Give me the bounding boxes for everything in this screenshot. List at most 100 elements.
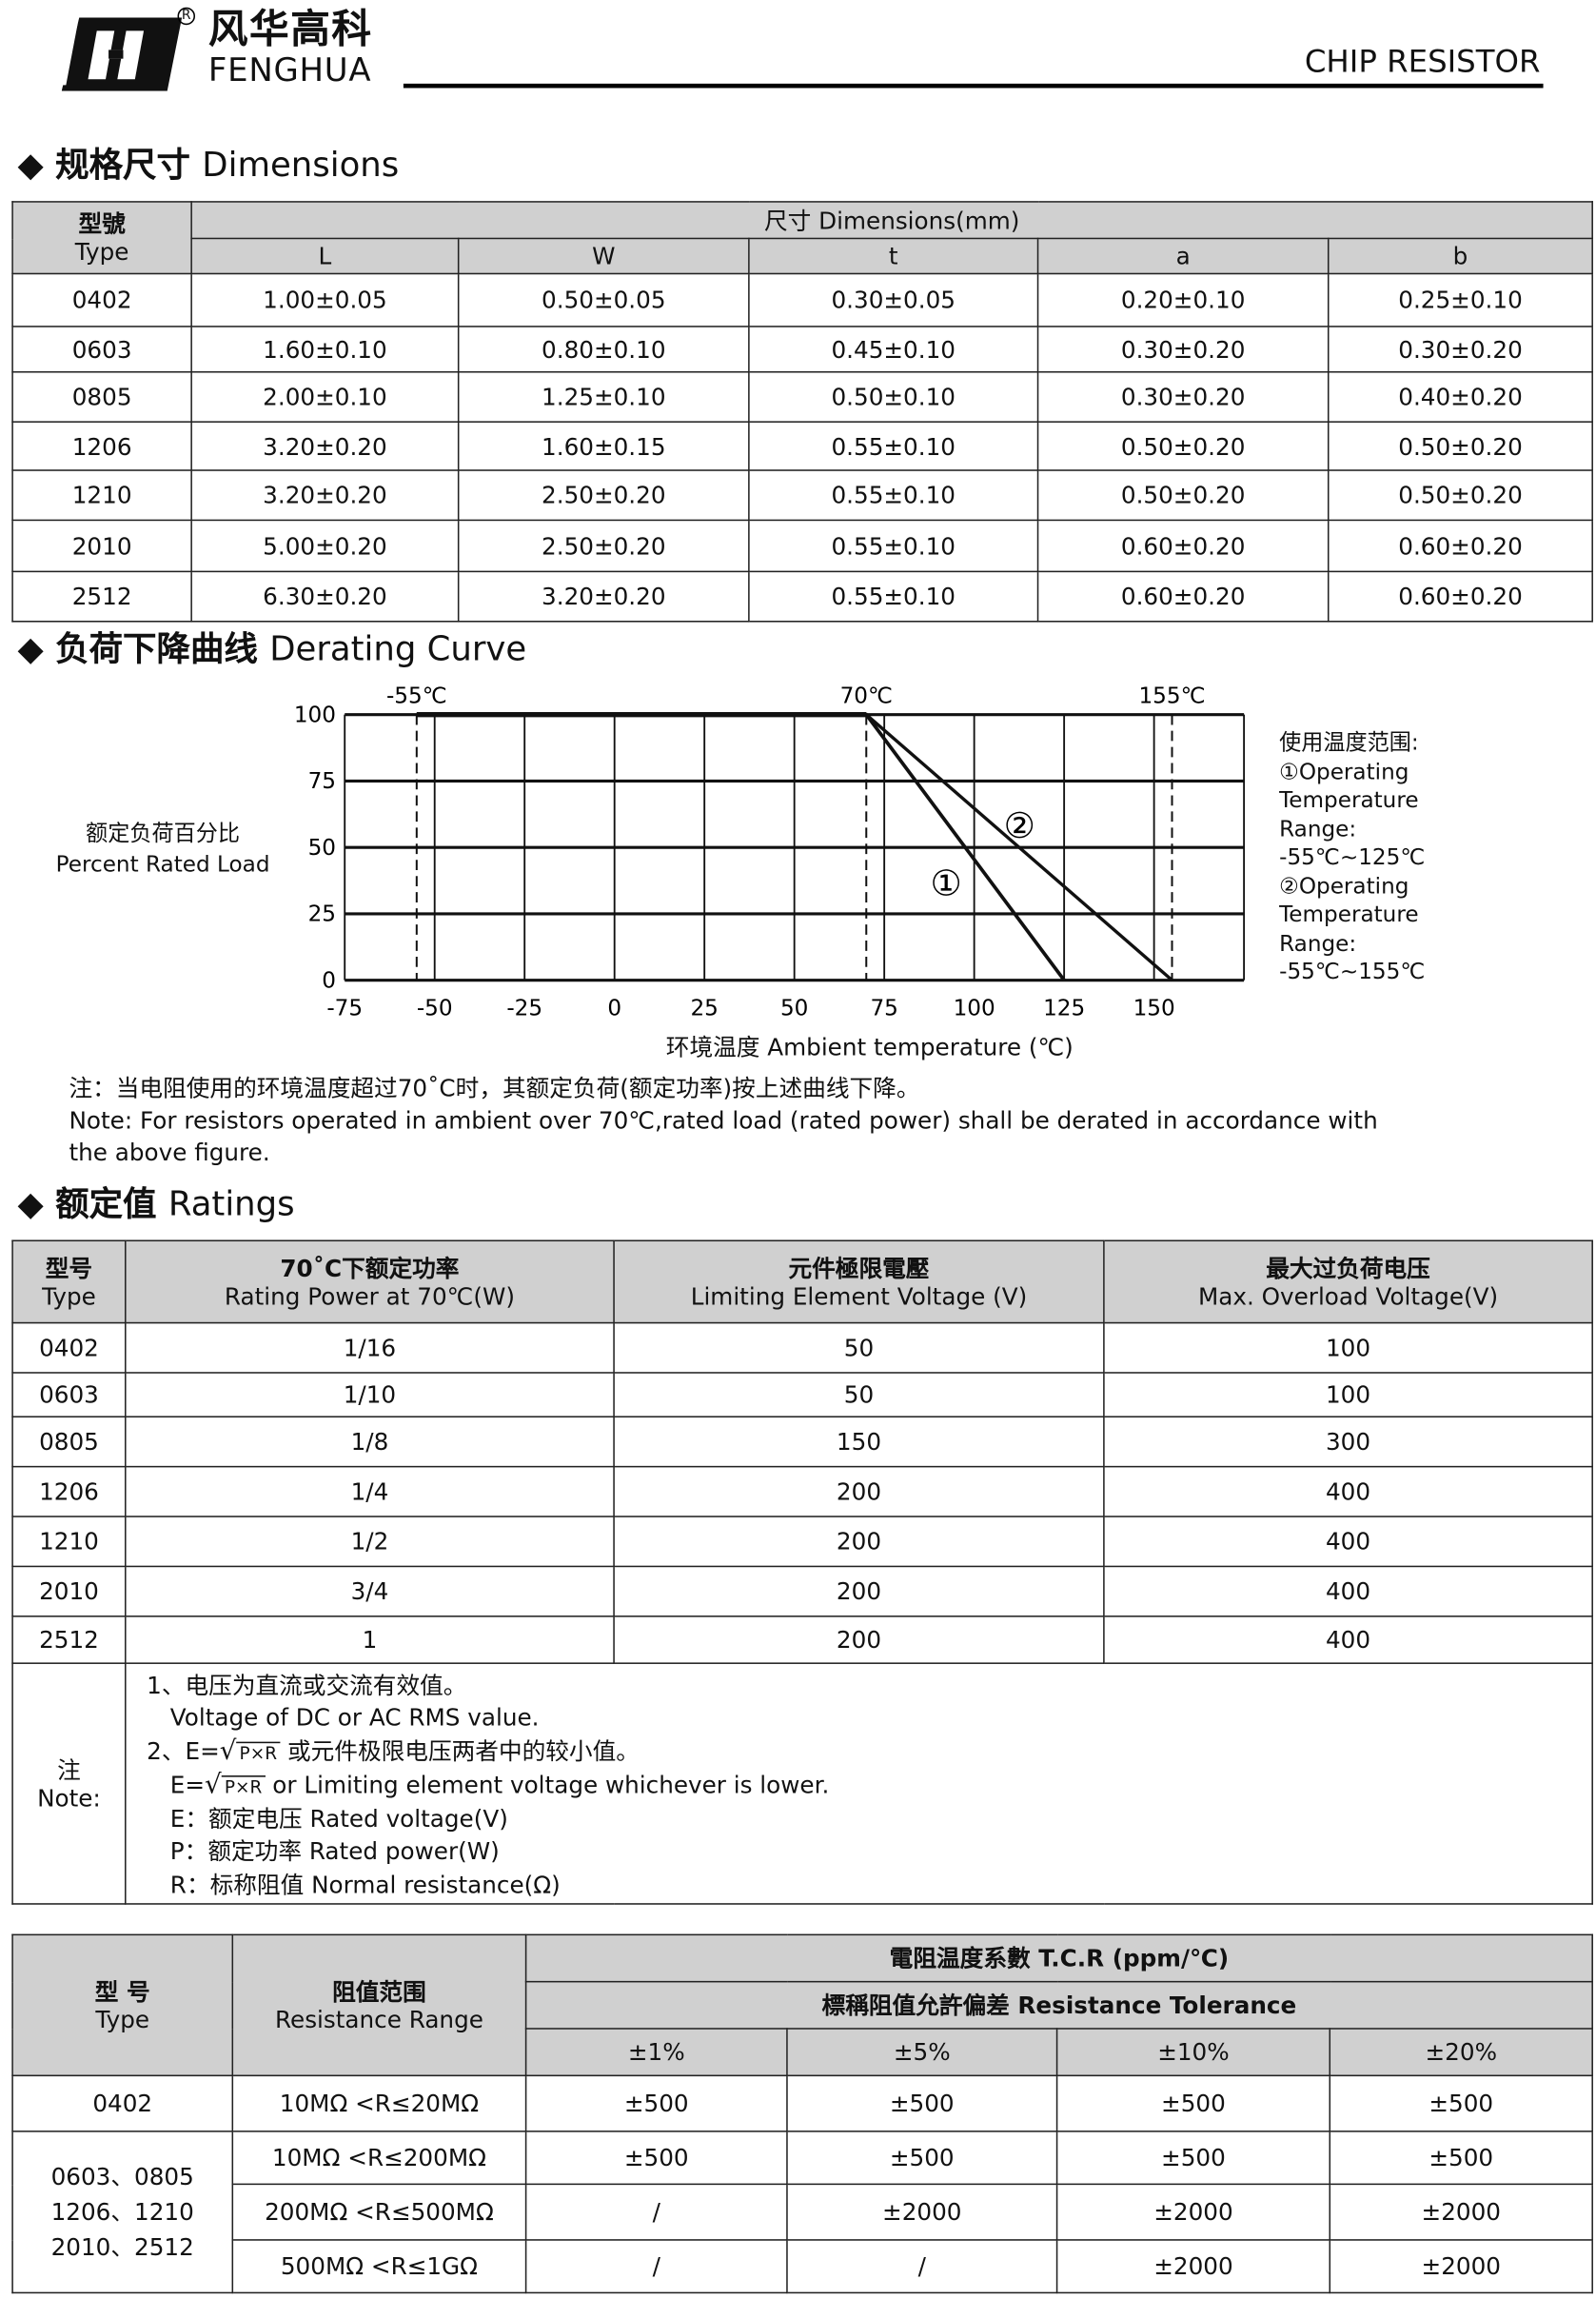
ratings-header: 元件極限電壓 Limiting Element Voltage (V)	[613, 1239, 1105, 1324]
type-cell: 2010	[11, 519, 192, 573]
dimension-cell: 0.50±0.05	[457, 272, 750, 327]
section-title-cn: 规格尺寸	[55, 147, 190, 186]
dimension-cell: 0.50±0.20	[1327, 469, 1594, 522]
tcr-value-cell: ±500	[1329, 2074, 1594, 2132]
y-tick-label: 25	[308, 902, 336, 927]
x-tick-label: -75	[326, 997, 363, 1021]
section-ratings-title: ◆ 额定值 Ratings	[17, 1185, 294, 1225]
table-row: 2512 6.30±0.20 3.20±0.20 0.55±0.10 0.60±0.20…	[11, 570, 1594, 623]
tcr-value-cell: /	[786, 2239, 1058, 2294]
x-tick-label: 75	[870, 997, 897, 1021]
dimension-cell: 0.30±0.05	[748, 272, 1039, 327]
tolerance-column: ±10%	[1055, 2028, 1331, 2077]
dimension-cell: 3.20±0.20	[457, 570, 750, 623]
tolerance-column: ±5%	[786, 2028, 1058, 2077]
table-row: 0603 1/10 50 100	[11, 1372, 1593, 1417]
tcr-type-header: 型 号 Type	[11, 1933, 234, 2077]
x-tick-label: -50	[417, 997, 453, 1021]
table-row: 500MΩ <R≤1GΩ / / ±2000 ±2000	[12, 2239, 1594, 2294]
section-title-en: Dimensions	[202, 147, 400, 186]
note-r-definition: R：标称阻值 Normal resistance(Ω)	[169, 1870, 561, 1899]
dimension-cell: 0.30±0.20	[1036, 370, 1330, 423]
tolerance-header: 標稱阻值允許偏差 Resistance Tolerance	[524, 1980, 1594, 2030]
tcr-value-cell: /	[524, 2183, 788, 2241]
rating-cell: 50	[613, 1321, 1105, 1374]
curve-label: ②	[1004, 805, 1035, 846]
sqrt-formula: √ P×R	[205, 1770, 266, 1804]
rating-cell: 1/10	[125, 1372, 615, 1417]
rating-cell: 400	[1103, 1516, 1593, 1568]
logo-english: FENGHUA	[207, 52, 372, 90]
table-row: 1210 1/2 200 400	[11, 1516, 1593, 1568]
rating-cell: 100	[1103, 1321, 1593, 1374]
dimension-cell: 3.20±0.20	[190, 469, 460, 522]
header-rule	[403, 83, 1544, 89]
note-label: 注 Note:	[11, 1662, 127, 1905]
rating-cell: 200	[613, 1615, 1105, 1664]
curve-label: ①	[931, 862, 962, 903]
table-row: 0805 2.00±0.10 1.25±0.10 0.50±0.10 0.30±0.20…	[11, 370, 1594, 423]
logo-chinese: 风华高科	[207, 7, 373, 53]
x-tick-label: 25	[690, 997, 718, 1021]
x-tick-label: 100	[954, 997, 995, 1021]
dimension-cell: 0.30±0.20	[1327, 326, 1594, 373]
ratings-header: 最大过负荷电压 Max. Overload Voltage(V)	[1103, 1239, 1593, 1324]
type-cell: 0805	[11, 370, 192, 423]
dimension-cell: 0.60±0.20	[1327, 570, 1594, 623]
tcr-value-cell: ±500	[1055, 2074, 1331, 2132]
temperature-marker-label: 155℃	[1138, 684, 1205, 708]
dimension-cell: 0.50±0.20	[1036, 421, 1330, 471]
dimension-cell: 5.00±0.20	[190, 519, 460, 573]
table-row: 1210 3.20±0.20 2.50±0.20 0.55±0.10 0.50±0.20…	[11, 469, 1594, 522]
tcr-value-cell: ±2000	[1329, 2239, 1594, 2294]
y-axis-label: 额定负荷百分比 Percent Rated Load	[55, 820, 270, 878]
legend-line: Temperature	[1279, 901, 1419, 928]
dimension-cell: 0.60±0.20	[1327, 519, 1594, 573]
ratings-notes: 1、电压为直流或交流有效值。 Voltage of DC or AC RMS v…	[125, 1662, 1593, 1905]
rating-cell: 1/4	[125, 1465, 615, 1517]
y-tick-label: 75	[308, 769, 336, 794]
dimension-column-a: a	[1036, 237, 1330, 275]
type-cell: 0603	[11, 1372, 127, 1417]
rating-cell: 400	[1103, 1465, 1593, 1517]
table-row: 2010 5.00±0.20 2.50±0.20 0.55±0.10 0.60±0.20…	[11, 519, 1594, 573]
note-1-cn: 1、电压为直流或交流有效值。	[147, 1671, 467, 1699]
dimension-column-b: b	[1327, 237, 1594, 275]
rating-cell: 1/2	[125, 1516, 615, 1568]
document-title: CHIP RESISTOR	[1304, 44, 1541, 80]
type-cell: 1210	[11, 1516, 127, 1568]
tcr-value-cell: /	[524, 2239, 788, 2294]
type-cell: 1206	[11, 1465, 127, 1517]
tcr-value-cell: ±2000	[1055, 2183, 1331, 2241]
type-cell: 1206	[11, 421, 192, 471]
operating-range-legend: 使用温度范围: ①Operating Temperature Range: -55℃~1…	[1279, 729, 1425, 987]
section-dimensions-title: ◆ 规格尺寸 Dimensions	[17, 147, 399, 187]
dimension-cell: 0.60±0.20	[1036, 570, 1330, 623]
ratings-header: 型号 Type	[11, 1239, 127, 1324]
dimension-cell: 2.50±0.20	[457, 469, 750, 522]
dimension-cell: 0.50±0.20	[1327, 421, 1594, 471]
x-tick-label: -25	[506, 997, 542, 1021]
rating-cell: 200	[613, 1465, 1105, 1517]
rating-cell: 300	[1103, 1416, 1593, 1468]
type-cell: 0603	[11, 326, 192, 373]
x-tick-label: 50	[780, 997, 808, 1021]
type-cell: 0805	[11, 1416, 127, 1468]
dimension-cell: 0.40±0.20	[1327, 370, 1594, 423]
dimension-cell: 0.45±0.10	[748, 326, 1039, 373]
temperature-marker-label: -55℃	[386, 684, 447, 708]
tcr-value-cell: ±2000	[786, 2183, 1058, 2241]
type-cell: 2010	[11, 1565, 127, 1617]
table-row: 0805 1/8 150 300	[11, 1416, 1593, 1468]
dimension-cell: 0.20±0.10	[1036, 272, 1330, 327]
dimension-cell: 0.80±0.10	[457, 326, 750, 373]
note-p-definition: P：额定功率 Rated power(W)	[169, 1837, 500, 1866]
dimension-cell: 0.60±0.20	[1036, 519, 1330, 573]
tcr-value-cell: ±2000	[1329, 2183, 1594, 2241]
legend-line: -55℃~155℃	[1279, 958, 1426, 985]
note-2-en: E=√ P×R or Limiting element voltage which…	[147, 1770, 1591, 1804]
note-e-definition: E：额定电压 Rated voltage(V)	[169, 1805, 508, 1833]
table-row: 0402 10MΩ <R≤20MΩ ±500 ±500 ±500 ±500	[11, 2074, 1594, 2132]
dimension-cell: 0.55±0.10	[748, 570, 1039, 623]
